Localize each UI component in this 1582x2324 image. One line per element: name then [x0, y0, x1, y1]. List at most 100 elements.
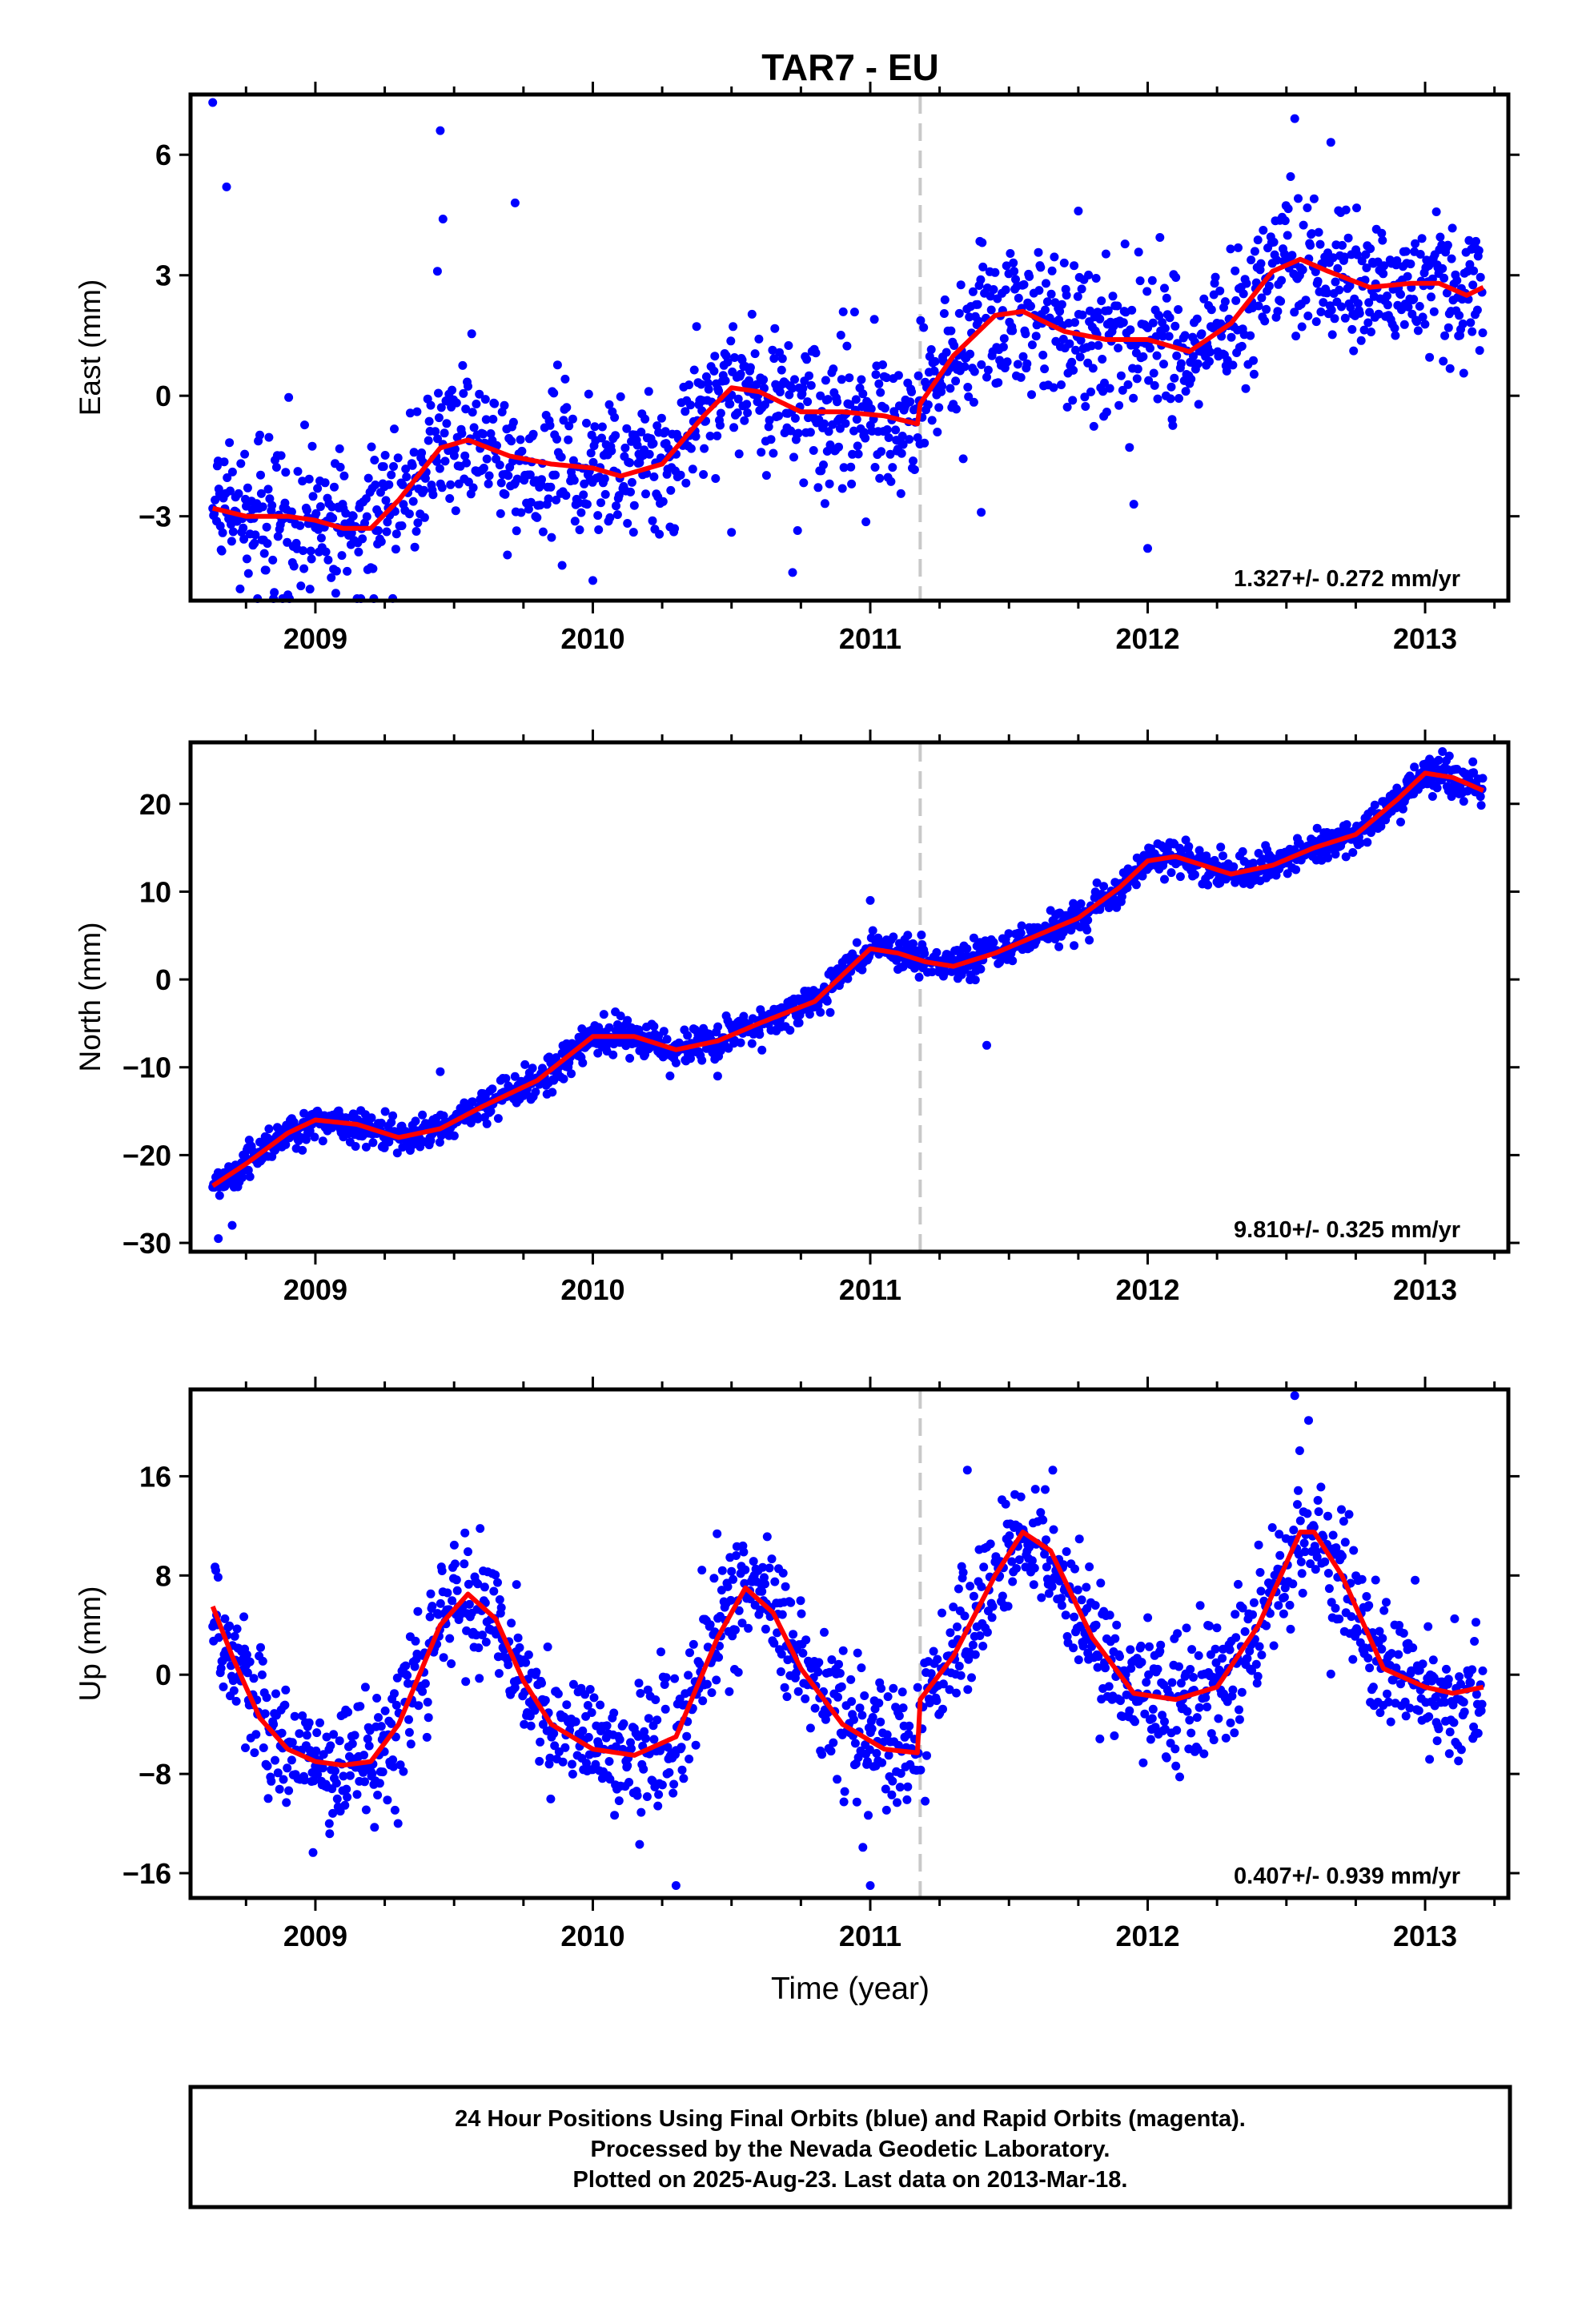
east-point: [1340, 313, 1350, 323]
up-point: [332, 1794, 342, 1803]
east-point: [688, 464, 697, 474]
east-point: [838, 307, 848, 316]
east-point: [1443, 240, 1452, 250]
up-point: [460, 1559, 469, 1569]
up-point: [614, 1796, 624, 1806]
east-point: [834, 442, 843, 452]
east-point: [316, 533, 326, 543]
up-point: [739, 1547, 749, 1557]
east-point: [1392, 256, 1402, 265]
east-point: [313, 484, 323, 493]
up-point: [762, 1532, 772, 1542]
up-point: [966, 1582, 975, 1591]
east-point: [300, 420, 309, 430]
east-point: [1315, 239, 1325, 249]
up-point: [979, 1562, 989, 1572]
north-point: [665, 1072, 675, 1080]
east-point: [930, 366, 939, 376]
east-point: [1440, 331, 1450, 340]
east-point: [517, 446, 527, 456]
east-point: [849, 426, 858, 436]
up-point: [1211, 1644, 1220, 1654]
up-point: [712, 1675, 721, 1685]
up-point: [767, 1554, 777, 1564]
up-point: [982, 1627, 992, 1637]
east-point: [1127, 305, 1137, 315]
up-point: [1274, 1601, 1283, 1610]
east-point: [304, 474, 314, 484]
up-point: [1256, 1586, 1266, 1596]
up-point: [219, 1682, 228, 1691]
east-point: [888, 463, 897, 472]
up-ylabel: Up (mm): [74, 1586, 106, 1702]
north-point: [388, 1111, 398, 1120]
east-point: [376, 537, 386, 546]
up-point: [1324, 1584, 1334, 1594]
up-point: [1257, 1651, 1267, 1660]
east-point: [412, 407, 422, 416]
north-point: [757, 1045, 767, 1055]
up-point: [770, 1577, 780, 1586]
east-point: [605, 513, 615, 522]
east-point: [1439, 356, 1448, 366]
up-point: [967, 1673, 976, 1683]
east-point: [802, 355, 812, 364]
east-point: [1132, 374, 1142, 384]
east-point: [1303, 312, 1313, 320]
up-point: [1424, 1712, 1434, 1722]
east-point: [459, 388, 468, 398]
up-point: [1478, 1666, 1488, 1675]
up-point: [1379, 1606, 1389, 1615]
up-point: [978, 1642, 988, 1651]
east-point: [480, 395, 490, 404]
up-point: [1240, 1626, 1250, 1636]
east-point: [1311, 267, 1320, 276]
east-point: [861, 517, 871, 527]
east-point: [841, 419, 850, 428]
up-point: [239, 1612, 249, 1622]
up-point: [1235, 1715, 1244, 1724]
north-point: [1160, 875, 1169, 884]
east-point: [1447, 223, 1457, 233]
north-outlier-point: [865, 895, 875, 905]
east-point: [428, 490, 438, 500]
east-point: [1103, 306, 1113, 316]
up-point: [1365, 1663, 1375, 1673]
east-point: [1286, 172, 1295, 181]
north-point: [468, 1097, 477, 1107]
east-point: [1160, 283, 1169, 293]
up-point: [404, 1715, 413, 1724]
up-point: [375, 1779, 384, 1788]
east-point: [1361, 250, 1371, 259]
up-point: [849, 1715, 858, 1724]
east-point: [363, 473, 373, 483]
up-point: [383, 1795, 392, 1805]
up-point: [723, 1582, 733, 1591]
east-point: [218, 528, 227, 537]
up-point: [956, 1671, 966, 1680]
east-point: [1080, 392, 1090, 402]
east-point: [681, 478, 691, 488]
up-point: [1344, 1510, 1354, 1519]
east-point: [1447, 254, 1456, 263]
up-point: [1468, 1665, 1477, 1675]
up-point: [786, 1598, 796, 1607]
north-point: [298, 1145, 307, 1155]
east-point: [299, 546, 308, 556]
east-point: [1186, 374, 1196, 384]
north-point: [411, 1116, 420, 1126]
east-point: [1123, 380, 1133, 389]
up-point: [1172, 1726, 1182, 1735]
up-ytick-label: 0: [155, 1659, 171, 1691]
up-point: [876, 1717, 885, 1727]
east-point: [1359, 325, 1369, 335]
up-point: [1323, 1511, 1332, 1521]
up-point: [1228, 1685, 1238, 1695]
up-point: [340, 1800, 350, 1810]
east-point: [339, 471, 349, 480]
up-point: [938, 1704, 947, 1714]
east-point: [308, 492, 318, 501]
east-point: [761, 471, 771, 480]
east-point: [1246, 331, 1255, 340]
east-point: [1442, 288, 1452, 298]
